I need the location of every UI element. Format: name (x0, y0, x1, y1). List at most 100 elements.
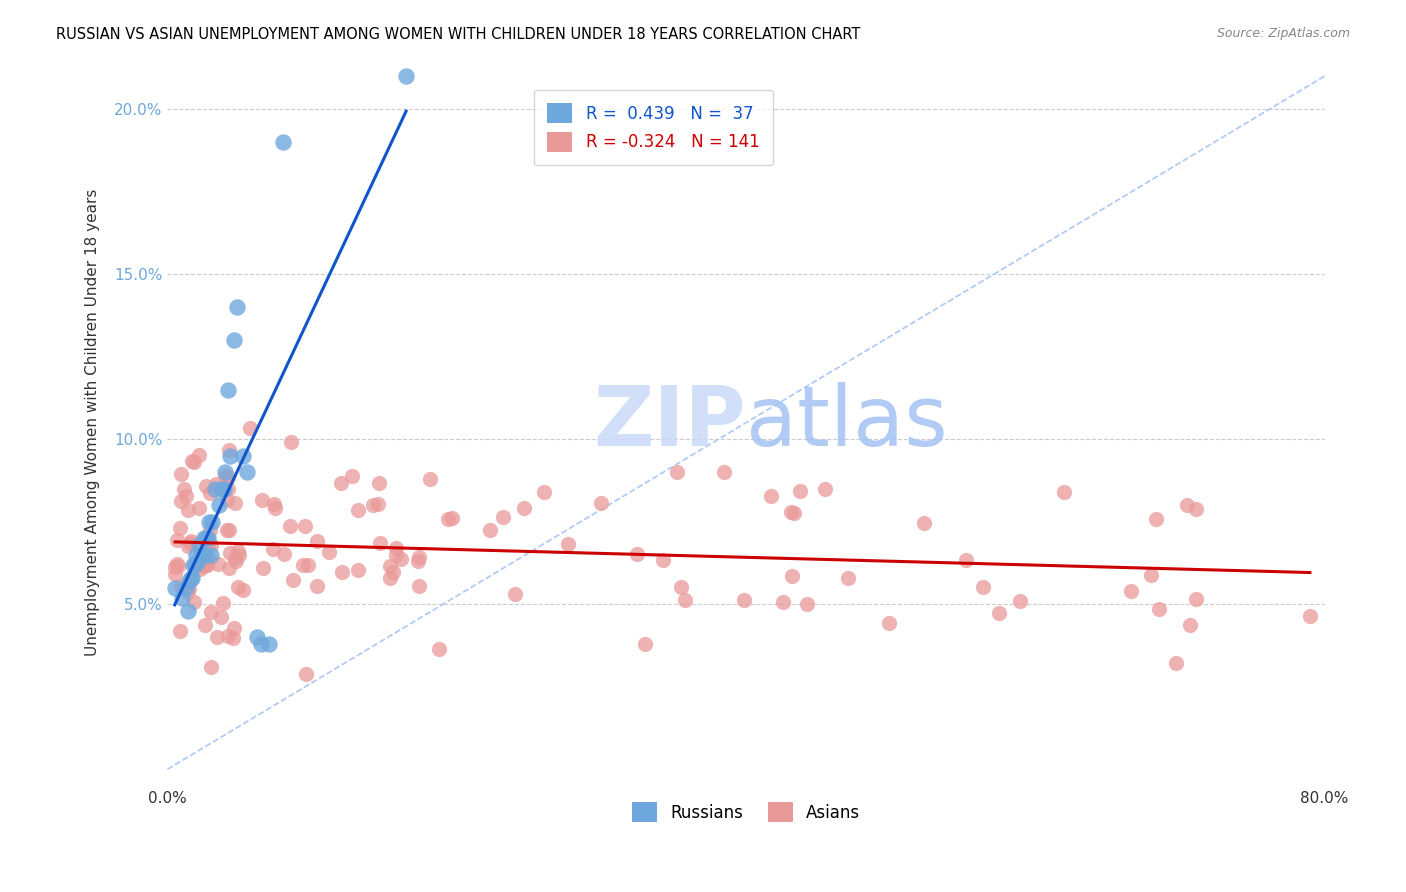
Point (170, 494, 193, 508)
Point (217, 493, 239, 508)
Point (183, 454, 205, 468)
Point (361, 498, 384, 512)
Point (796, 597, 818, 611)
Point (208, 498, 231, 512)
Point (188, 500, 211, 515)
Point (1184, 502, 1206, 516)
Point (378, 571, 401, 585)
Point (225, 300, 247, 314)
Point (226, 543, 249, 558)
Point (207, 557, 229, 571)
Point (170, 591, 193, 605)
Point (385, 548, 408, 562)
Point (436, 512, 458, 526)
Point (166, 533, 188, 547)
Point (246, 630, 269, 644)
Point (184, 558, 207, 572)
Point (190, 562, 212, 576)
Point (218, 560, 240, 574)
Point (180, 534, 202, 549)
Point (219, 546, 242, 560)
Point (1147, 602, 1170, 616)
Point (294, 519, 316, 533)
Point (232, 582, 254, 597)
Point (225, 554, 247, 568)
Point (195, 479, 218, 493)
Point (408, 549, 430, 564)
Point (211, 482, 233, 496)
Point (252, 561, 274, 575)
Point (179, 574, 201, 588)
Point (305, 533, 328, 548)
Point (177, 539, 200, 553)
Point (183, 595, 205, 609)
Point (177, 581, 200, 595)
Point (347, 563, 370, 577)
Point (292, 558, 315, 572)
Point (634, 637, 657, 651)
Point (174, 581, 197, 595)
Point (280, 435, 302, 450)
Point (1185, 591, 1208, 606)
Point (380, 558, 402, 573)
Point (166, 557, 188, 571)
Point (239, 421, 262, 435)
Point (194, 558, 217, 573)
Point (214, 465, 236, 479)
Point (193, 531, 215, 545)
Point (165, 560, 187, 574)
Point (204, 482, 226, 496)
Point (222, 333, 245, 347)
Point (217, 470, 239, 484)
Point (263, 498, 285, 512)
Point (713, 465, 735, 479)
Point (191, 548, 214, 562)
Point (188, 538, 211, 552)
Text: Source: ZipAtlas.com: Source: ZipAtlas.com (1216, 27, 1350, 40)
Point (340, 469, 363, 483)
Point (368, 476, 391, 491)
Point (789, 484, 811, 499)
Point (174, 489, 197, 503)
Point (665, 465, 688, 479)
Point (271, 135, 294, 149)
Point (395, 69, 418, 83)
Point (218, 449, 240, 463)
Point (318, 545, 340, 559)
Point (837, 571, 859, 585)
Point (1010, 594, 1032, 608)
Point (262, 541, 284, 556)
Point (215, 523, 238, 537)
Point (384, 541, 406, 555)
Point (257, 637, 280, 651)
Point (780, 569, 803, 583)
Point (367, 497, 389, 511)
Text: RUSSIAN VS ASIAN UNEMPLOYMENT AMONG WOMEN WITH CHILDREN UNDER 18 YEARS CORRELATI: RUSSIAN VS ASIAN UNEMPLOYMENT AMONG WOME… (56, 27, 860, 42)
Point (912, 516, 935, 531)
Point (170, 579, 193, 593)
Point (626, 547, 648, 561)
Point (1144, 512, 1167, 526)
Text: atlas: atlas (747, 382, 948, 463)
Point (1140, 567, 1163, 582)
Point (200, 660, 222, 674)
Point (195, 558, 218, 573)
Point (250, 492, 273, 507)
Point (214, 468, 236, 483)
Point (1053, 484, 1076, 499)
Point (188, 449, 211, 463)
Point (370, 535, 392, 549)
Point (250, 637, 273, 651)
Point (955, 552, 977, 566)
Point (224, 551, 246, 566)
Point (772, 595, 794, 609)
Point (427, 642, 450, 657)
Point (281, 573, 304, 587)
Point (201, 515, 224, 529)
Point (669, 580, 692, 594)
Point (198, 534, 221, 549)
Point (782, 506, 804, 520)
Point (305, 579, 328, 593)
Point (195, 531, 218, 545)
Point (173, 482, 195, 496)
